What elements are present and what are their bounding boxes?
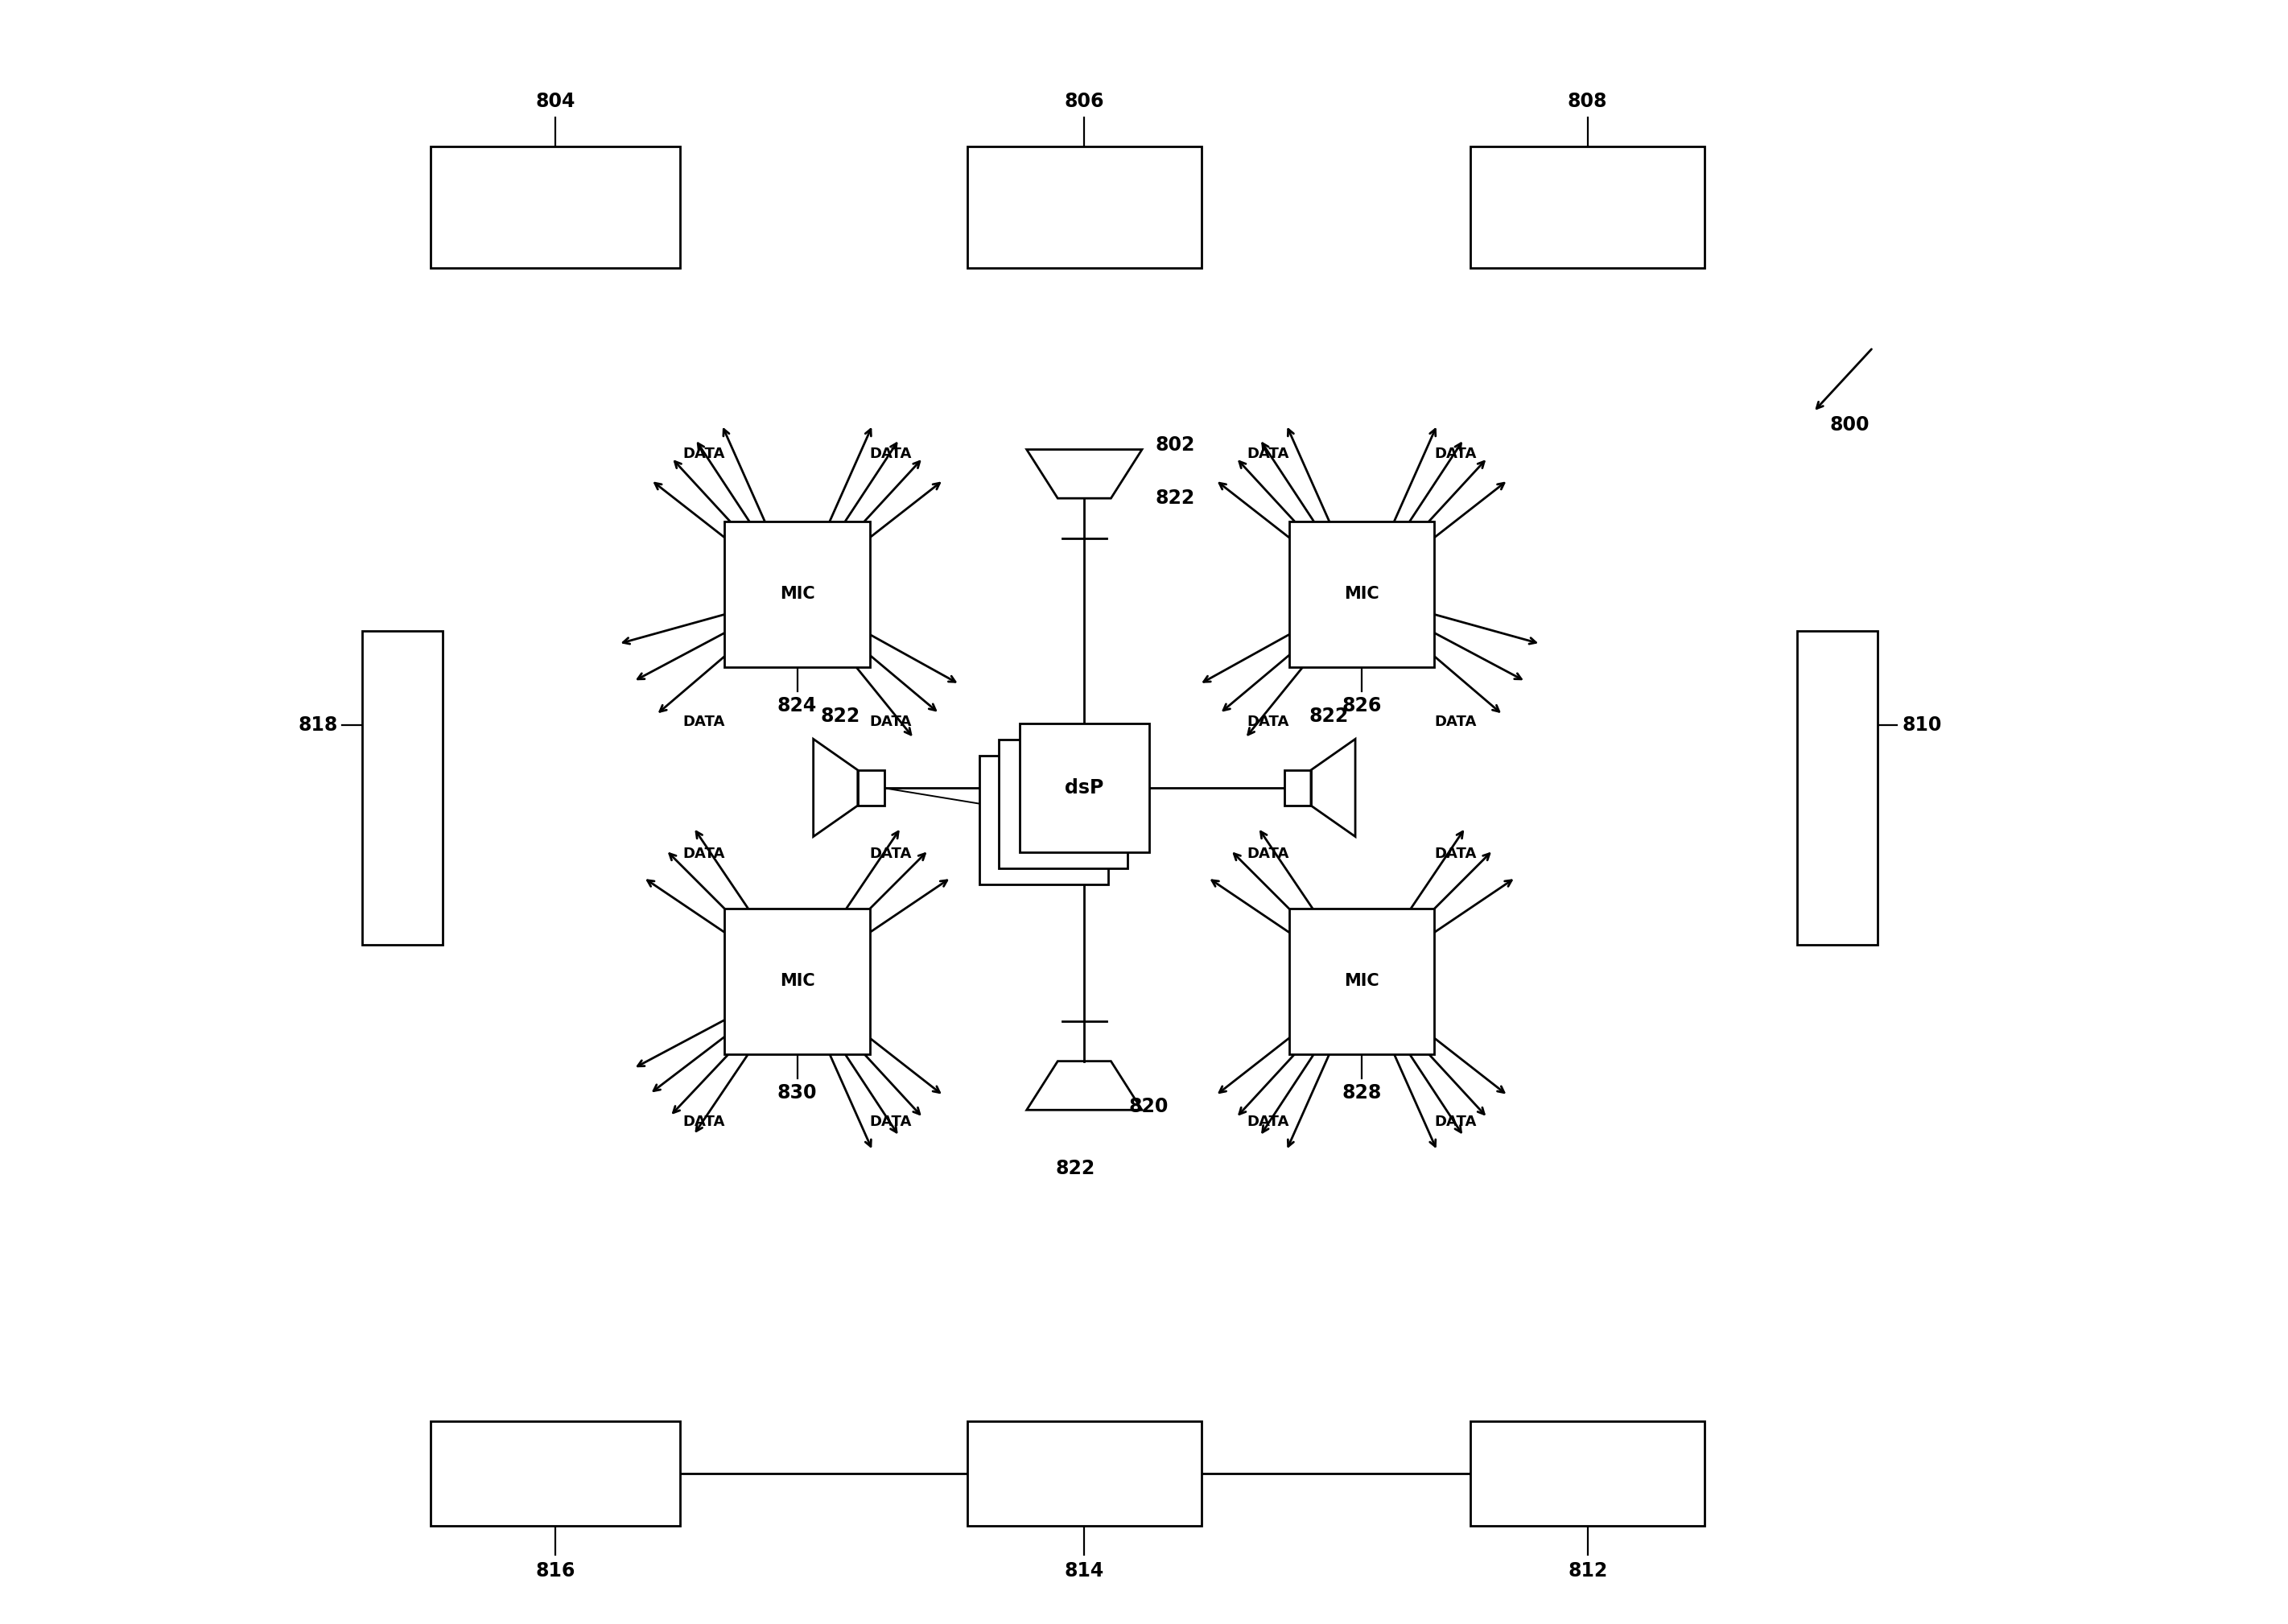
Text: 810: 810 [1901,715,1943,734]
Text: 824: 824 [778,695,817,715]
Text: 816: 816 [535,1561,574,1580]
Bar [1000,739,1128,869]
Bar [1288,521,1435,667]
Text: 802: 802 [1155,435,1194,455]
Text: DATA: DATA [682,447,725,461]
Bar [1796,630,1878,945]
Bar [968,1421,1201,1525]
Text: 822: 822 [1155,489,1194,508]
Bar [362,630,442,945]
Text: 808: 808 [1567,93,1608,110]
Text: DATA: DATA [682,846,725,861]
Text: 830: 830 [778,1083,817,1103]
Text: 806: 806 [1064,93,1105,110]
Text: DATA: DATA [682,1116,725,1129]
Text: 800: 800 [1830,416,1869,435]
Text: DATA: DATA [1435,1116,1476,1129]
Bar [1288,909,1435,1054]
Text: DATA: DATA [869,846,913,861]
Bar [430,1421,680,1525]
Text: 812: 812 [1567,1561,1608,1580]
Text: 804: 804 [535,93,574,110]
Text: DATA: DATA [1435,846,1476,861]
Bar [1284,770,1311,806]
Text: 822: 822 [819,706,860,726]
Bar [858,770,885,806]
Text: 828: 828 [1341,1083,1382,1103]
Text: DATA: DATA [869,447,913,461]
Text: DATA: DATA [1247,846,1288,861]
Text: MIC: MIC [1343,586,1380,603]
Text: DATA: DATA [682,715,725,729]
Text: 822: 822 [1309,706,1348,726]
Bar [725,521,869,667]
Bar [968,146,1201,268]
Text: DATA: DATA [869,715,913,729]
Text: DATA: DATA [1247,715,1288,729]
Bar [430,146,680,268]
Text: 822: 822 [1055,1160,1096,1177]
Text: 818: 818 [297,715,339,734]
Text: 826: 826 [1341,695,1382,715]
Text: 814: 814 [1064,1561,1105,1580]
Bar [1020,723,1149,853]
Text: dsP: dsP [1064,778,1103,797]
Text: DATA: DATA [1247,447,1288,461]
Text: MIC: MIC [1343,973,1380,989]
Text: MIC: MIC [780,586,815,603]
Text: MIC: MIC [780,973,815,989]
Bar [725,909,869,1054]
Bar [979,755,1107,885]
Bar [1471,1421,1705,1525]
Bar [1471,146,1705,268]
Text: DATA: DATA [869,1116,913,1129]
Text: DATA: DATA [1435,447,1476,461]
Text: DATA: DATA [1247,1116,1288,1129]
Text: DATA: DATA [1435,715,1476,729]
Text: 820: 820 [1128,1096,1169,1116]
